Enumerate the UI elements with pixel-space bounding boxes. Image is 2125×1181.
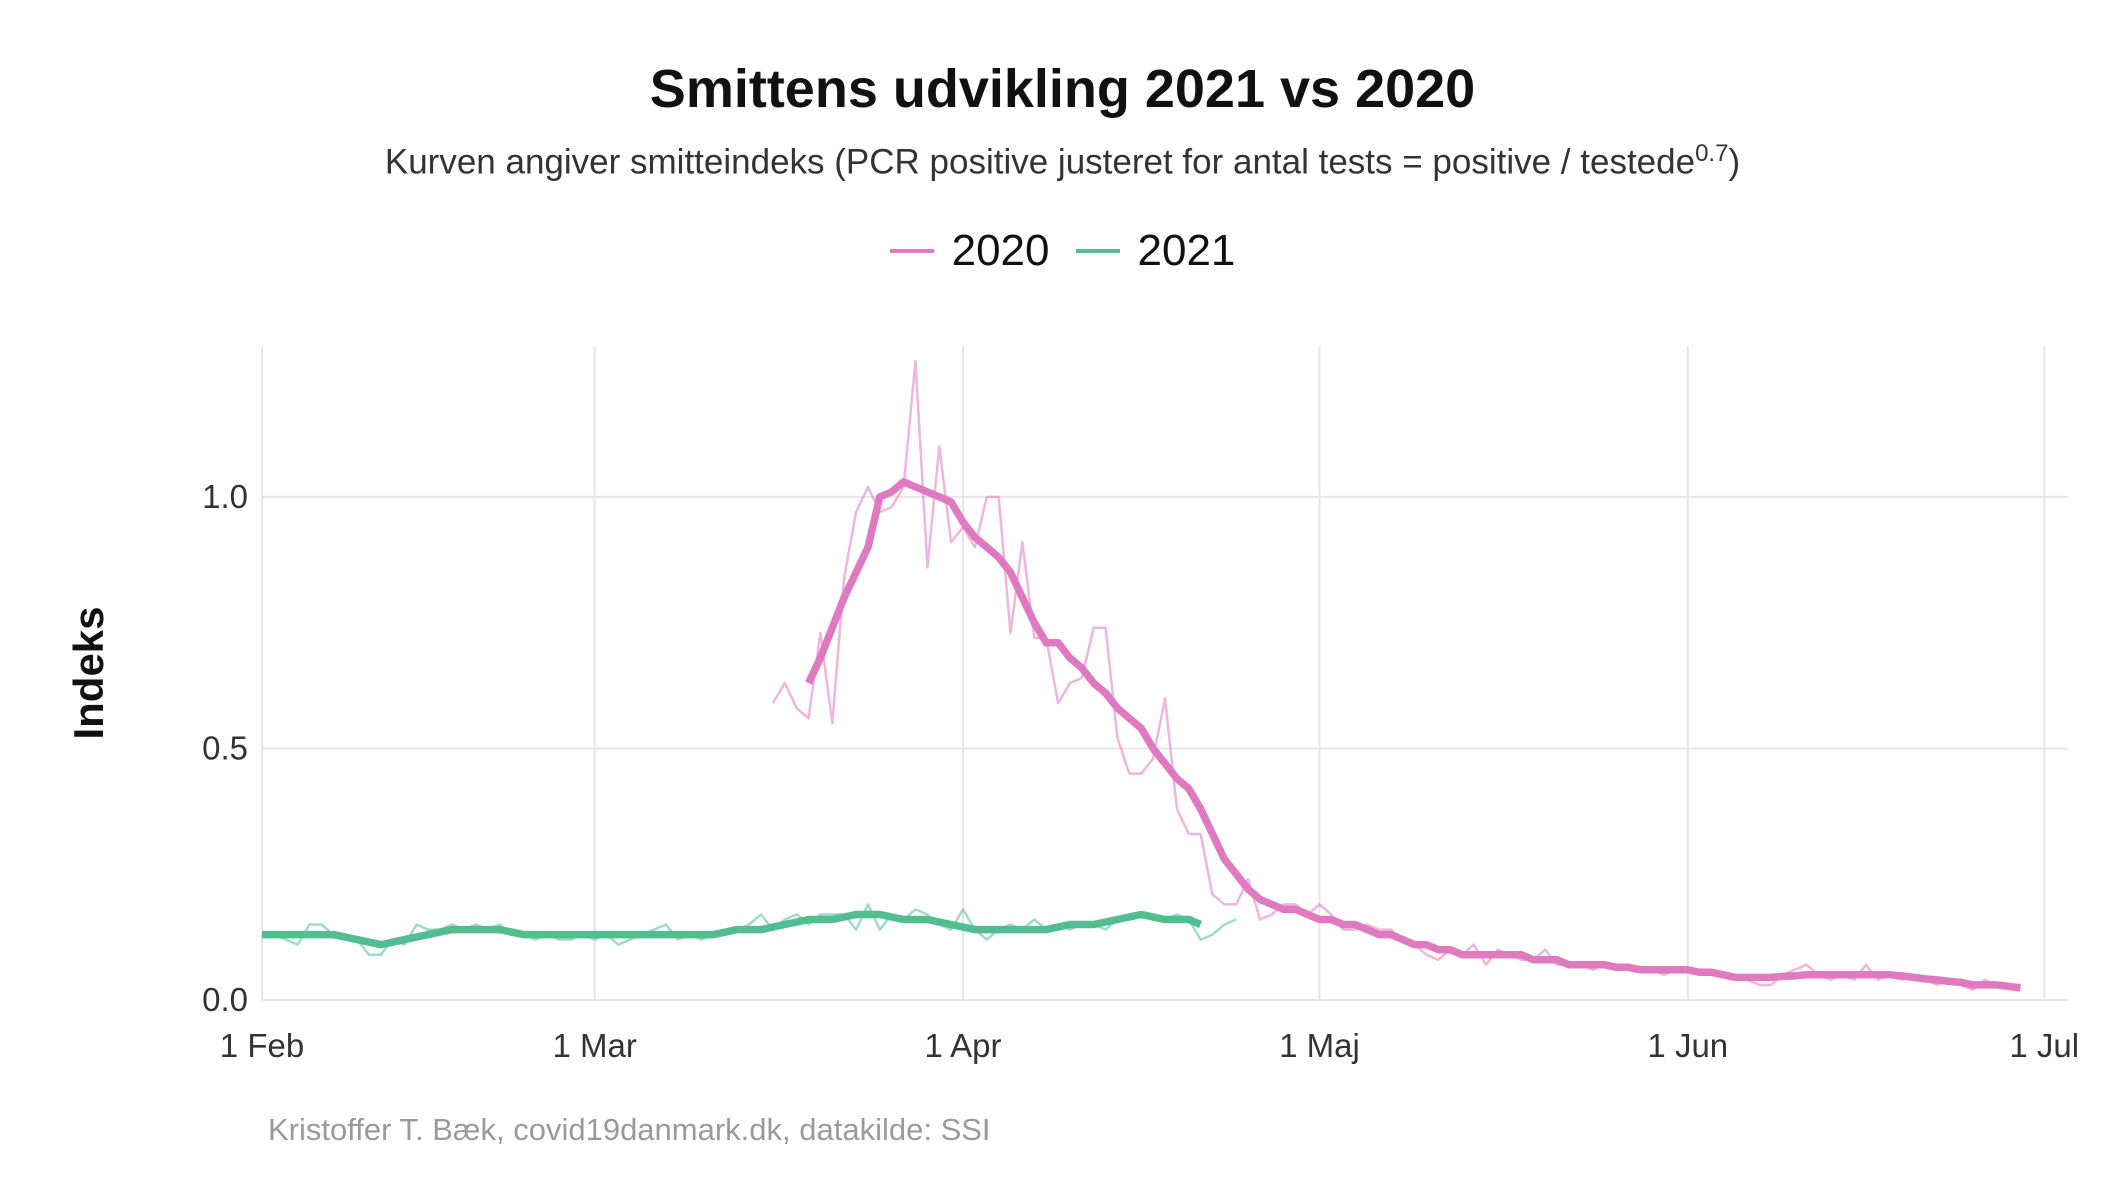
y-tick-label: 0.5 (202, 729, 248, 766)
x-tick-label: 1 Jul (2009, 1027, 2079, 1064)
x-tick-label: 1 Jun (1647, 1027, 1728, 1064)
caption: Kristoffer T. Bæk, covid19danmark.dk, da… (268, 1112, 991, 1147)
axis-labels: 0.0 0.5 1.0 1 Feb 1 Mar 1 Apr 1 Maj 1 Jun 1 Jul I… (65, 478, 2079, 1064)
subtitle-text: Kurven angiver smitteindeks (PCR positiv… (384, 142, 1696, 182)
subtitle-exponent: 0.7 (1695, 140, 1729, 167)
x-tick-label: 1 Maj (1279, 1027, 1360, 1064)
legend-item-2021: 2021 (1075, 226, 1236, 276)
series-2020-raw-line (771, 359, 2021, 992)
legend-key-2020 (889, 249, 934, 253)
legend: 2020 2021 (0, 226, 2125, 276)
chart-subtitle: Kurven angiver smitteindeks (PCR positiv… (0, 140, 2125, 183)
subtitle-close: ) (1728, 142, 1741, 182)
x-tick-label: 1 Feb (220, 1027, 304, 1064)
series-2021-smoothed-line (262, 910, 1203, 949)
y-axis-label: Indeks (65, 606, 112, 739)
legend-label-2021: 2021 (1137, 226, 1236, 275)
y-tick-label: 0.0 (202, 981, 248, 1018)
x-tick-label: 1 Apr (924, 1027, 1001, 1064)
legend-label-2020: 2020 (951, 226, 1050, 275)
legend-key-2021 (1075, 249, 1120, 253)
grid-lines (261, 346, 2068, 1001)
chart-title: Smittens udvikling 2021 vs 2020 (649, 59, 1476, 119)
series-2020-smoothed-line (805, 478, 2021, 992)
y-tick-label: 1.0 (202, 478, 248, 515)
x-tick-label: 1 Mar (553, 1027, 637, 1064)
series-lines (262, 359, 2021, 992)
legend-item-2020: 2020 (889, 226, 1050, 276)
